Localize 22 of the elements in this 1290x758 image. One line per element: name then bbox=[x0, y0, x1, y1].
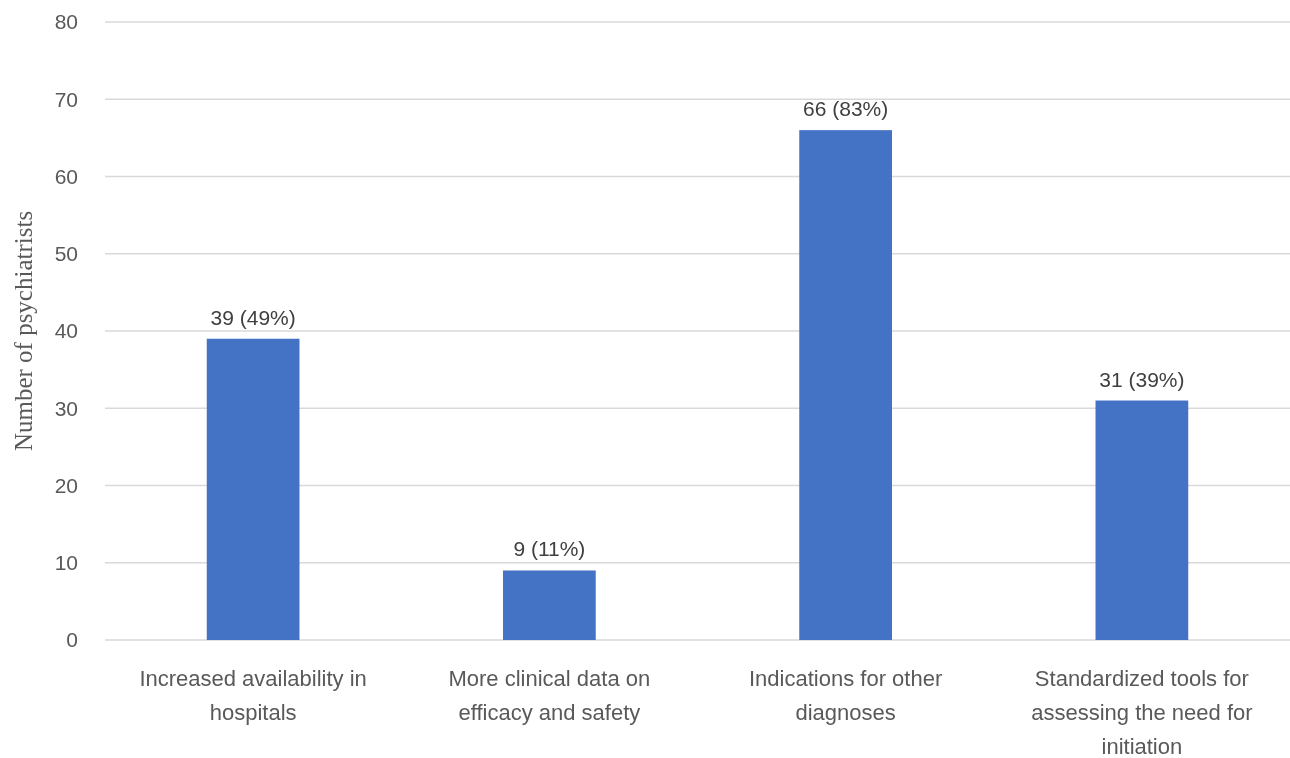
y-tick-label: 30 bbox=[54, 396, 78, 420]
bar bbox=[799, 130, 892, 640]
y-tick-label: 20 bbox=[54, 473, 78, 497]
y-tick-label: 0 bbox=[66, 628, 78, 652]
y-tick-label: 70 bbox=[54, 87, 78, 111]
data-label: 39 (49%) bbox=[210, 305, 296, 329]
bar bbox=[206, 338, 300, 640]
bar bbox=[1095, 400, 1189, 640]
bar bbox=[503, 570, 596, 640]
y-axis-title: Number of psychiatrists bbox=[10, 210, 37, 452]
y-tick-label: 80 bbox=[54, 10, 78, 34]
x-tick-label: Increased availability in hospitals bbox=[139, 666, 367, 725]
y-tick-label: 10 bbox=[54, 551, 78, 575]
x-tick-label: More clinical data on efficacy and safety bbox=[448, 666, 651, 725]
y-tick-label: 50 bbox=[54, 242, 78, 266]
x-tick-label: Indications for other diagnoses bbox=[749, 666, 943, 725]
y-tick-label: 40 bbox=[54, 319, 78, 343]
x-tick-label: Standardized tools for assessing the need for initiation bbox=[1031, 666, 1253, 758]
y-tick-label: 60 bbox=[54, 164, 78, 188]
data-label: 9 (11%) bbox=[513, 537, 586, 561]
data-label: 31 (39%) bbox=[1099, 367, 1185, 391]
data-label: 66 (83%) bbox=[803, 97, 889, 121]
